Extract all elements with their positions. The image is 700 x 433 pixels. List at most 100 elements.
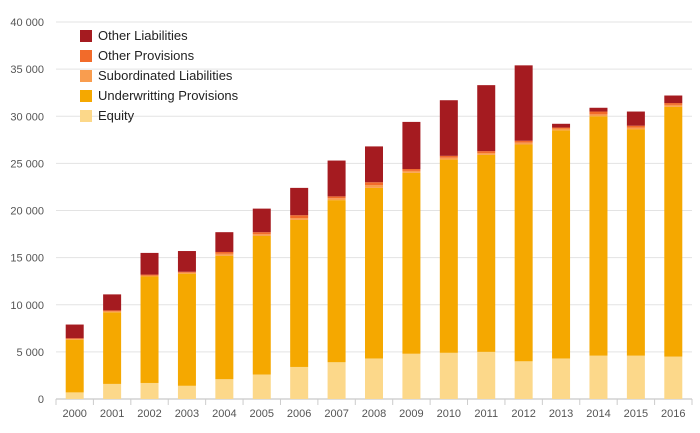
- bar-segment-subordinated-liabilities-2001: [103, 311, 122, 313]
- y-tick-label: 15 000: [10, 253, 44, 265]
- bar-segment-underwritting-provisions-2010: [439, 159, 458, 353]
- y-tick-label: 0: [38, 394, 44, 406]
- legend-label: Subordinated Liabilities: [98, 68, 233, 83]
- bar-segment-other-provisions-2006: [290, 215, 309, 219]
- bar-segment-subordinated-liabilities-2011: [477, 153, 496, 155]
- x-tick-label: 2003: [175, 408, 199, 420]
- bar-segment-other-liabilities-2000: [65, 324, 84, 339]
- y-tick-label: 40 000: [10, 17, 44, 29]
- legend-swatch: [80, 70, 92, 82]
- bar-segment-underwritting-provisions-2006: [290, 219, 309, 367]
- y-tick-label: 30 000: [10, 111, 44, 123]
- bar-segment-equity-2014: [589, 355, 608, 399]
- bar-segment-underwritting-provisions-2005: [252, 235, 271, 375]
- bar-segment-equity-2008: [365, 358, 383, 399]
- legend-swatch: [80, 90, 92, 102]
- x-tick-label: 2000: [62, 408, 86, 420]
- bar-segment-subordinated-liabilities-2006: [290, 218, 309, 220]
- bar-segment-other-liabilities-2008: [365, 146, 383, 183]
- bar-segment-other-provisions-2009: [402, 169, 421, 171]
- x-tick-label: 2006: [287, 408, 311, 420]
- bar-segment-other-provisions-2013: [552, 127, 571, 129]
- bar-segment-equity-2015: [626, 355, 645, 399]
- x-tick-label: 2012: [511, 408, 535, 420]
- bar-segment-subordinated-liabilities-2008: [365, 185, 383, 188]
- bar-segment-equity-2001: [103, 383, 122, 399]
- bar-segment-underwritting-provisions-2001: [103, 312, 122, 384]
- bar-segment-other-provisions-2005: [252, 232, 271, 235]
- x-tick-label: 2002: [137, 408, 161, 420]
- x-tick-label: 2011: [474, 408, 498, 420]
- bar-segment-other-provisions-2004: [215, 251, 234, 254]
- legend-label: Other Liabilities: [98, 28, 188, 43]
- x-tick-label: 2016: [661, 408, 685, 420]
- bar-segment-equity-2002: [140, 382, 159, 399]
- bar-segment-equity-2005: [252, 374, 271, 399]
- bar-segment-other-provisions-2001: [103, 310, 122, 312]
- bar-segment-equity-2003: [177, 385, 196, 399]
- bar-segment-other-liabilities-2006: [290, 187, 309, 216]
- bar-segment-other-liabilities-2010: [439, 100, 458, 156]
- bar-segment-underwritting-provisions-2003: [177, 273, 196, 386]
- y-axis: 0 5 000 10 000 15 000 20 000 25 000 30 000 35 0…: [10, 17, 44, 406]
- bar-segment-equity-2011: [477, 351, 496, 399]
- bar-segment-other-liabilities-2012: [514, 65, 533, 141]
- bar-segment-other-liabilities-2013: [552, 123, 571, 128]
- bar-segment-underwritting-provisions-2000: [65, 339, 84, 393]
- bar-segment-underwritting-provisions-2012: [514, 144, 533, 362]
- bar-segment-equity-2012: [514, 361, 533, 399]
- x-tick-label: 2013: [549, 408, 573, 420]
- bar-segment-equity-2007: [327, 362, 346, 399]
- legend-swatch: [80, 50, 92, 62]
- bars: [65, 65, 683, 399]
- bar-segment-underwritting-provisions-2015: [626, 129, 645, 356]
- bar-segment-equity-2004: [215, 379, 234, 399]
- bar-segment-equity-2006: [290, 366, 309, 399]
- bar-segment-other-liabilities-2014: [589, 107, 608, 112]
- bar-segment-other-provisions-2010: [439, 155, 458, 158]
- bar-segment-other-provisions-2003: [177, 271, 196, 273]
- bar-segment-subordinated-liabilities-2005: [252, 234, 271, 236]
- bar-segment-subordinated-liabilities-2012: [514, 142, 533, 145]
- bar-segment-equity-2010: [439, 352, 458, 399]
- bar-segment-subordinated-liabilities-2015: [626, 127, 645, 130]
- bar-segment-underwritting-provisions-2014: [589, 116, 608, 356]
- bar-segment-other-provisions-2002: [140, 274, 159, 276]
- bar-segment-subordinated-liabilities-2009: [402, 170, 421, 173]
- bar-segment-other-provisions-2015: [626, 125, 645, 128]
- bar-segment-other-provisions-2000: [65, 338, 84, 340]
- x-tick-label: 2015: [624, 408, 648, 420]
- legend-swatch: [80, 110, 92, 122]
- bar-segment-equity-2000: [65, 392, 84, 399]
- bar-segment-other-provisions-2007: [327, 196, 346, 199]
- y-tick-label: 5 000: [16, 347, 44, 359]
- bar-segment-other-liabilities-2005: [252, 208, 271, 233]
- bar-segment-other-liabilities-2003: [177, 251, 196, 272]
- x-tick-label: 2004: [212, 408, 236, 420]
- bar-segment-underwritting-provisions-2009: [402, 172, 421, 354]
- bar-segment-other-provisions-2012: [514, 140, 533, 143]
- bar-segment-other-provisions-2008: [365, 182, 383, 186]
- bar-segment-other-liabilities-2009: [402, 121, 421, 170]
- y-tick-label: 25 000: [10, 158, 44, 170]
- legend-label: Equity: [98, 108, 135, 123]
- bar-segment-other-liabilities-2011: [477, 85, 496, 152]
- bar-segment-other-liabilities-2007: [327, 160, 346, 197]
- legend-label: Other Provisions: [98, 48, 195, 63]
- bar-segment-underwritting-provisions-2011: [477, 154, 496, 352]
- bar-segment-underwritting-provisions-2013: [552, 130, 571, 359]
- x-tick-label: 2001: [100, 408, 124, 420]
- bar-segment-other-liabilities-2002: [140, 252, 159, 275]
- bar-segment-underwritting-provisions-2004: [215, 255, 234, 380]
- y-tick-label: 10 000: [10, 300, 44, 312]
- legend-swatch: [80, 30, 92, 42]
- bar-segment-other-provisions-2016: [664, 103, 683, 105]
- bar-segment-other-provisions-2014: [589, 111, 608, 115]
- bar-segment-subordinated-liabilities-2016: [664, 104, 683, 107]
- y-tick-label: 35 000: [10, 64, 44, 76]
- bar-segment-subordinated-liabilities-2002: [140, 275, 159, 277]
- x-tick-label: 2010: [437, 408, 461, 420]
- bar-segment-subordinated-liabilities-2007: [327, 198, 346, 201]
- bar-segment-other-liabilities-2001: [103, 294, 122, 311]
- bar-segment-subordinated-liabilities-2014: [589, 114, 608, 117]
